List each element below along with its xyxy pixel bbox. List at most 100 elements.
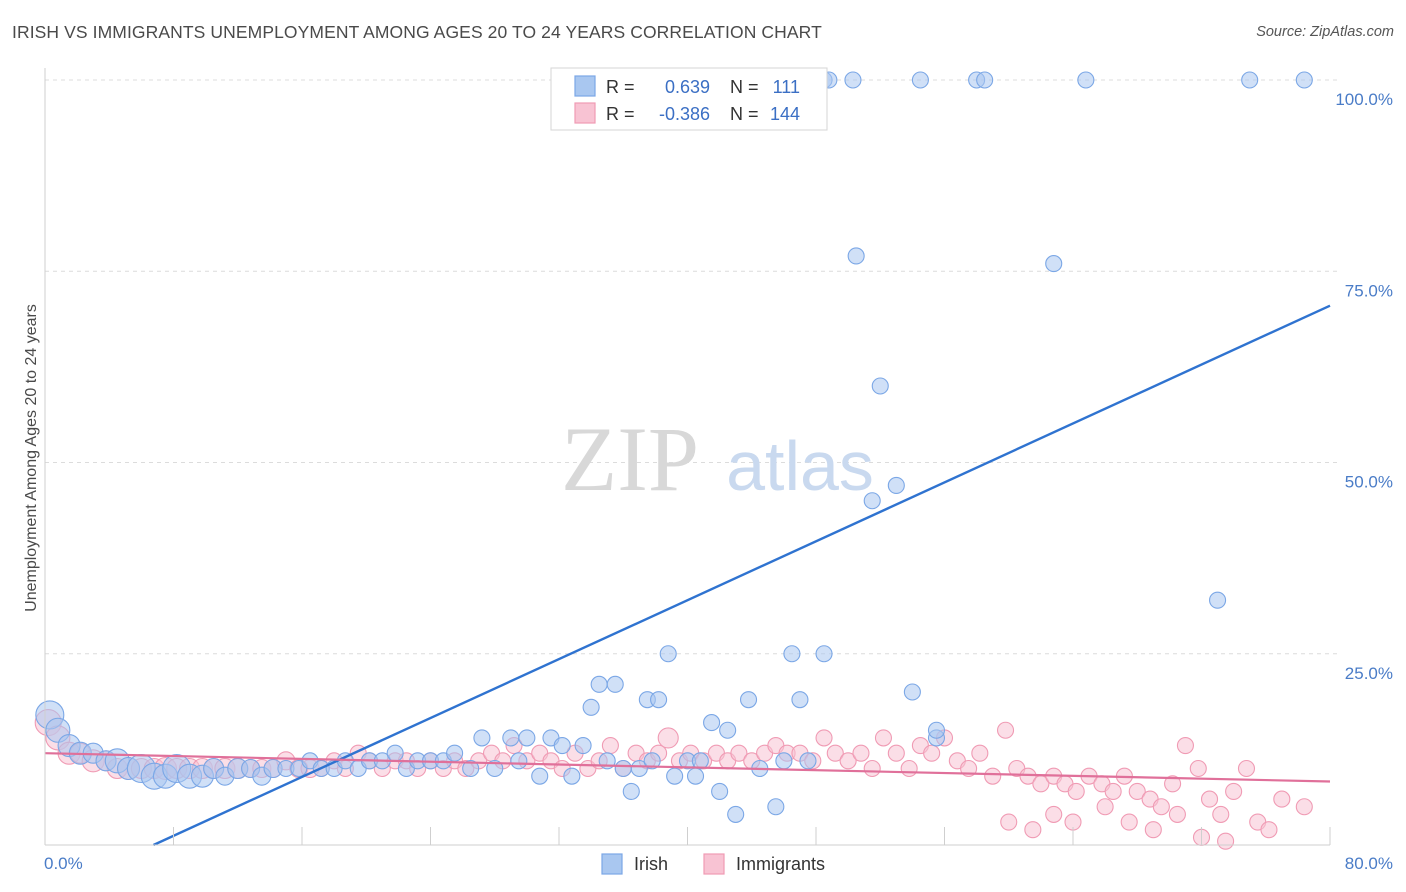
y-axis-label: Unemployment Among Ages 20 to 24 years [23,304,40,612]
irish-point [574,736,592,755]
immigrants-point [815,729,833,747]
immigrants-point [887,744,905,762]
immigrants-point [863,759,881,778]
watermark: ZIP atlas [561,408,874,510]
irish-point [691,752,709,770]
irish-point [911,71,929,89]
immigrants-point [1217,832,1235,850]
irish-point [719,721,737,739]
irish-point [887,476,905,495]
y-tick-label: 100.0% [1335,90,1393,109]
irish-point [1045,255,1063,273]
immigrants-point [1096,798,1114,816]
immigrants-point [1144,821,1162,839]
irish-point [553,736,571,755]
irish-point [666,767,684,785]
grid-layer [45,79,1338,655]
watermark-zip: ZIP [561,408,699,510]
immigrants-point [874,729,893,747]
y-tick-label: 50.0% [1345,473,1393,492]
irish-point [1241,71,1259,89]
immigrants-point [1019,767,1037,785]
irish-point [650,691,668,709]
immigrants-point [852,744,870,762]
irish-point [659,645,677,663]
immigrants-point [923,744,941,762]
trend-lines [44,304,1331,847]
irish-point [531,767,549,785]
irish-point [703,714,721,732]
irish-point [863,492,881,510]
x-tick-label: 80.0% [1345,854,1393,873]
irish-point [643,752,661,770]
immigrants-point [1120,813,1138,831]
irish-point [1077,71,1095,89]
irish-point [686,767,705,785]
immigrants-point [730,744,748,762]
irish-point [847,247,865,265]
irish-point [510,752,528,770]
irish-point [462,759,480,778]
immigrants-trend-line [44,752,1331,783]
bottom-legend: Irish Immigrants [601,853,825,875]
irish-point [563,767,581,785]
stats-immigrants-r-value: -0.386 [659,104,710,124]
y-tick-label: 75.0% [1345,281,1393,300]
x-tick-label: 0.0% [44,854,83,873]
irish-point [630,759,648,778]
irish-point [473,729,491,747]
stats-irish-r-label: R = [606,77,635,97]
immigrants-point [984,767,1002,785]
source-label: Source: ZipAtlas.com [1256,24,1394,40]
immigrants-point [601,736,619,755]
axes-layer: 25.0% 50.0% 75.0% 100.0% 0.0% 80.0% [44,68,1393,873]
irish-point [582,698,600,716]
irish-point [622,782,640,801]
immigrants-point [1104,782,1122,801]
legend-immigrants-swatch [703,853,725,875]
immigrants-point [826,744,844,762]
immigrants-point [1164,775,1182,793]
immigrants-point [1176,736,1194,755]
immigrants-point [1200,790,1219,808]
irish-point [386,744,404,762]
irish-point [590,675,608,693]
immigrants-point [1237,759,1256,778]
immigrants-point [839,752,857,770]
chart-title: IRISH VS IMMIGRANTS UNEMPLOYMENT AMONG A… [12,22,822,42]
immigrants-point [657,727,679,749]
irish-point [486,759,504,778]
legend-immigrants-label: Immigrants [736,854,825,874]
legend-irish-label: Irish [634,854,668,874]
y-tick-label: 25.0% [1345,664,1393,683]
irish-point [791,691,809,709]
immigrants-point [1067,782,1085,801]
irish-point [739,691,758,709]
irish-point [783,645,801,663]
irish-point [871,377,889,395]
stats-immigrants-n-value: 144 [770,104,800,124]
immigrants-point [971,744,989,762]
irish-point [1295,71,1313,89]
stats-immigrants-r-label: R = [606,104,635,124]
stats-irish-n-value: 111 [773,77,800,97]
immigrants-point [1273,790,1291,808]
immigrants-point [1212,805,1230,823]
immigrants-point [1189,759,1207,778]
irish-point [844,71,862,89]
irish-point [767,798,785,816]
immigrants-point [996,721,1015,739]
irish-point [775,752,793,770]
irish-point [711,782,729,801]
irish-point [727,805,745,823]
irish-point [614,759,632,778]
immigrants-point [1152,798,1170,816]
stats-legend-immigrants-swatch [574,102,596,124]
irish-trend-line [152,304,1331,847]
irish-point [446,744,464,762]
immigrants-point [900,759,918,778]
stats-irish-r-value: 0.639 [665,77,710,97]
stats-legend-irish-swatch [574,75,596,97]
irish-point [502,729,520,747]
